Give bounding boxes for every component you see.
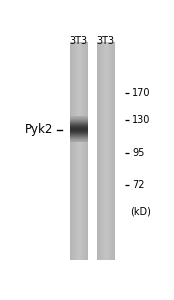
Text: (kD): (kD) [130,207,151,217]
Text: Pyk2: Pyk2 [24,123,53,136]
Text: 72: 72 [132,180,145,190]
Text: 170: 170 [132,88,151,98]
Text: 3T3: 3T3 [96,36,114,46]
Text: 130: 130 [132,115,151,125]
Text: 3T3: 3T3 [69,36,88,46]
Text: 95: 95 [132,148,145,158]
